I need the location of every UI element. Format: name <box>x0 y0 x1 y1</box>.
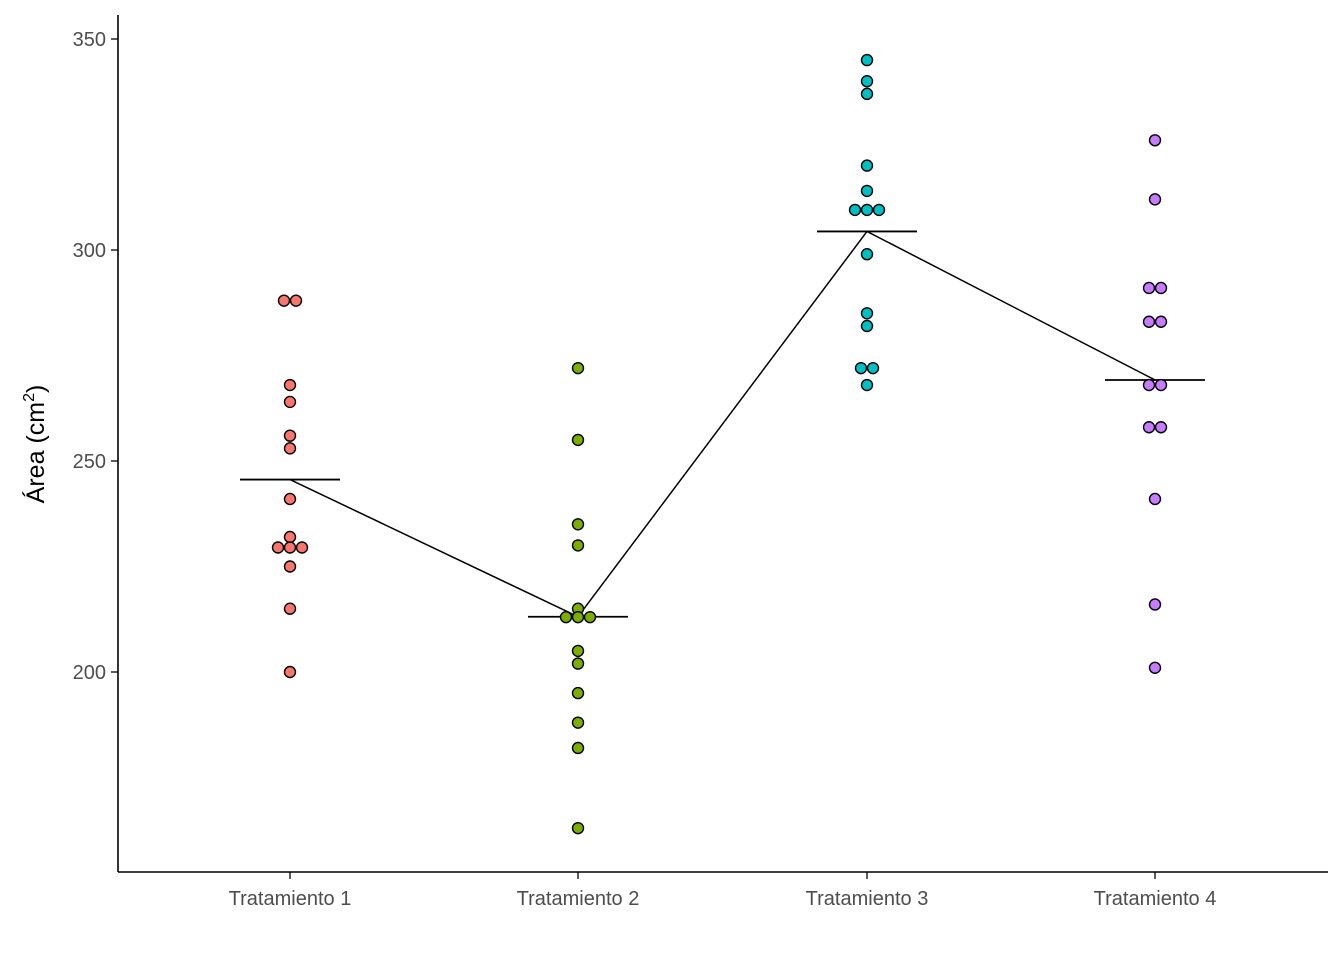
data-point <box>872 203 886 217</box>
data-point <box>283 602 297 615</box>
data-point <box>860 378 874 392</box>
data-point <box>283 560 297 573</box>
mean-connecting-line <box>289 230 1156 618</box>
data-point <box>1148 598 1162 611</box>
data-point <box>571 361 585 375</box>
data-point <box>271 541 285 554</box>
y-tick-label: 300 <box>73 240 106 262</box>
y-tick-label: 350 <box>73 29 106 51</box>
data-point <box>571 686 585 700</box>
x-tick-label: Tratamiento 1 <box>229 888 352 910</box>
x-tick-label: Tratamiento 2 <box>517 888 640 910</box>
y-axis-title: Área (cm2) <box>21 385 50 504</box>
data-point <box>866 361 880 375</box>
data-point <box>571 610 585 624</box>
data-point <box>1142 378 1156 392</box>
mean-markers <box>240 230 1205 618</box>
data-point <box>860 203 874 217</box>
y-tick-label: 200 <box>73 662 106 684</box>
data-point <box>1154 315 1168 328</box>
data-point <box>289 294 303 307</box>
data-point <box>860 74 874 88</box>
data-point <box>583 610 597 624</box>
data-point <box>559 610 573 624</box>
data-point <box>277 294 291 307</box>
data-point <box>860 319 874 333</box>
data-point <box>860 248 874 261</box>
y-axis-title-end: ) <box>22 385 50 393</box>
data-point <box>1154 281 1168 295</box>
data-point <box>1142 421 1156 434</box>
data-point <box>848 203 862 217</box>
data-point <box>860 184 874 198</box>
data-point <box>571 539 585 552</box>
y-axis-ticks: 200 250 300 350 <box>73 29 118 684</box>
data-point <box>860 53 874 67</box>
data-point <box>283 429 297 442</box>
data-point <box>1154 378 1168 392</box>
data-point <box>571 821 585 835</box>
data-point <box>571 518 585 531</box>
data-point <box>1154 421 1168 434</box>
data-point <box>571 716 585 729</box>
data-points <box>271 53 1168 835</box>
data-point <box>860 87 874 101</box>
data-point <box>283 442 297 455</box>
data-point <box>1142 315 1156 328</box>
data-point <box>283 378 297 392</box>
data-point <box>571 657 585 670</box>
data-point <box>854 361 868 375</box>
x-tick-label: Tratamiento 4 <box>1094 888 1217 910</box>
y-axis-title-sup: 2 <box>21 393 38 402</box>
data-point <box>1148 193 1162 206</box>
data-point <box>283 541 297 554</box>
data-point <box>1148 134 1162 147</box>
data-point <box>283 665 297 679</box>
data-point <box>295 541 309 554</box>
x-axis-ticks: Tratamiento 1 Tratamiento 2 Tratamiento 3 T… <box>229 872 1217 910</box>
data-point <box>1148 492 1162 506</box>
data-point <box>1148 661 1162 674</box>
data-point <box>571 741 585 755</box>
data-point <box>571 644 585 658</box>
data-point <box>283 395 297 409</box>
data-point <box>860 307 874 320</box>
data-point <box>571 433 585 447</box>
data-point <box>283 492 297 506</box>
data-point <box>283 530 297 544</box>
x-tick-label: Tratamiento 3 <box>806 888 929 910</box>
data-point <box>860 159 874 172</box>
y-axis-title-main: Área (cm <box>21 402 50 503</box>
data-point <box>1142 281 1156 295</box>
y-tick-label: 250 <box>73 451 106 473</box>
